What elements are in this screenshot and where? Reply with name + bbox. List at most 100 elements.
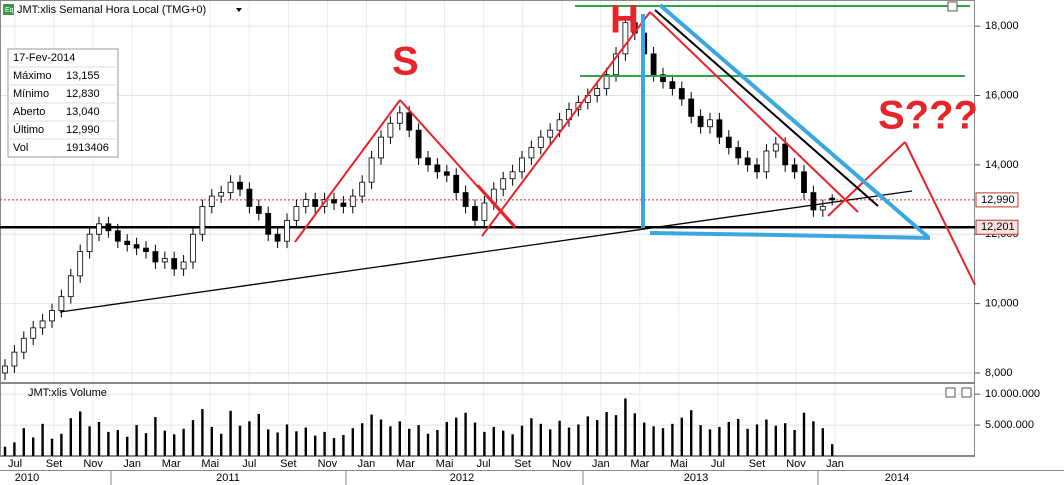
year-label: 2014: [885, 472, 909, 484]
x-tick-label: Nov: [83, 458, 103, 470]
volume-bar: [351, 428, 354, 456]
volume-bar: [577, 424, 580, 456]
drawn-line: [399, 99, 516, 229]
candle-body: [152, 251, 159, 263]
x-tick-label: Jan: [358, 458, 376, 470]
y-tick-label: 16,000: [985, 89, 1019, 101]
x-tick-label: Mar: [162, 458, 181, 470]
candle-body: [161, 258, 168, 263]
candle-body: [415, 129, 422, 159]
drawn-line: [654, 9, 879, 207]
panel-button[interactable]: [961, 387, 972, 398]
candle-body: [782, 143, 789, 166]
x-tick-label: Nov: [786, 458, 806, 470]
volume-bar: [173, 434, 176, 456]
candle-body: [246, 188, 253, 207]
volume-bar: [191, 420, 195, 456]
info-value: 13,155: [66, 70, 100, 82]
candle-body: [519, 157, 525, 173]
x-tick-label: Jul: [8, 458, 22, 470]
candle-body: [208, 195, 215, 207]
info-value: 13,040: [66, 106, 100, 118]
volume-bar: [97, 421, 101, 456]
candle-body: [274, 233, 281, 242]
candle-body: [86, 233, 93, 252]
volume-bar: [332, 438, 336, 456]
annotation: S: [392, 40, 419, 84]
info-value: 12,830: [66, 88, 100, 100]
candle-body: [650, 53, 657, 76]
x-tick-label: Jul: [477, 458, 491, 470]
panel-button[interactable]: [945, 387, 956, 398]
volume-bar: [774, 425, 777, 456]
candle-body: [406, 112, 413, 131]
volume-bar: [379, 419, 383, 456]
drawn-line: [649, 11, 859, 213]
y-tick-label: 14,000: [985, 159, 1019, 171]
candle-body: [537, 136, 544, 148]
candle-body: [124, 240, 131, 246]
y-tick-label: 18,000: [985, 20, 1019, 32]
volume-bar: [765, 419, 768, 456]
volume-bar: [210, 426, 213, 456]
candle-body: [829, 197, 836, 201]
candle-body: [199, 206, 206, 235]
x-tick-label: Mai: [670, 458, 688, 470]
volume-bar: [727, 421, 730, 456]
volume-bar: [737, 418, 740, 456]
volume-bar: [671, 423, 674, 456]
volume-bar: [295, 431, 298, 456]
panel-button[interactable]: [947, 1, 958, 12]
candle-body: [528, 147, 535, 159]
drawn-line: [904, 141, 976, 286]
volume-bar: [276, 432, 279, 456]
triangle-side: [658, 3, 930, 239]
volume-bar: [398, 421, 401, 456]
candle-body: [434, 164, 441, 173]
x-tick-label: Set: [280, 458, 297, 470]
volume-bar: [135, 425, 138, 456]
volume-bar: [389, 426, 392, 456]
annotation: H: [610, 0, 639, 42]
volume-bar: [163, 430, 166, 456]
candle-body: [453, 174, 460, 194]
volume-bar: [88, 426, 91, 456]
volume-bar: [812, 421, 815, 456]
dropdown[interactable]: [236, 8, 242, 12]
candle-body: [622, 22, 629, 55]
x-tick-label: Jan: [592, 458, 610, 470]
candle-body: [763, 150, 770, 173]
info-label: Vol: [13, 142, 28, 154]
x-tick-label: Mai: [436, 458, 454, 470]
candle-body: [67, 275, 74, 298]
year-label: 2010: [15, 472, 39, 484]
volume-bar: [492, 426, 495, 456]
volume-bar: [464, 412, 467, 456]
x-tick-label: Jul: [242, 458, 256, 470]
volume-bar: [718, 426, 721, 456]
candle-body: [30, 327, 37, 339]
candle-body: [791, 164, 798, 173]
volume-bar: [445, 421, 448, 456]
candle-body: [556, 119, 563, 131]
volume-bar: [201, 408, 204, 456]
candle-body: [443, 171, 450, 176]
volume-bar: [567, 427, 571, 456]
volume-bar: [802, 412, 806, 456]
volume-bar: [784, 423, 787, 456]
candle-body: [772, 143, 779, 152]
volume-bar: [220, 433, 223, 456]
candle-body: [265, 213, 272, 235]
drawn-cross: [827, 141, 906, 217]
volume-bar: [586, 416, 589, 456]
volume-bar: [643, 422, 646, 456]
candle-body: [171, 258, 178, 270]
info-label: Mínimo: [13, 88, 49, 100]
volume-bar: [304, 427, 307, 456]
volume-bar: [50, 438, 54, 456]
candle-body: [669, 81, 676, 89]
info-value: 12,990: [66, 124, 100, 136]
candle-body: [340, 202, 347, 207]
volume-bar: [408, 428, 411, 456]
